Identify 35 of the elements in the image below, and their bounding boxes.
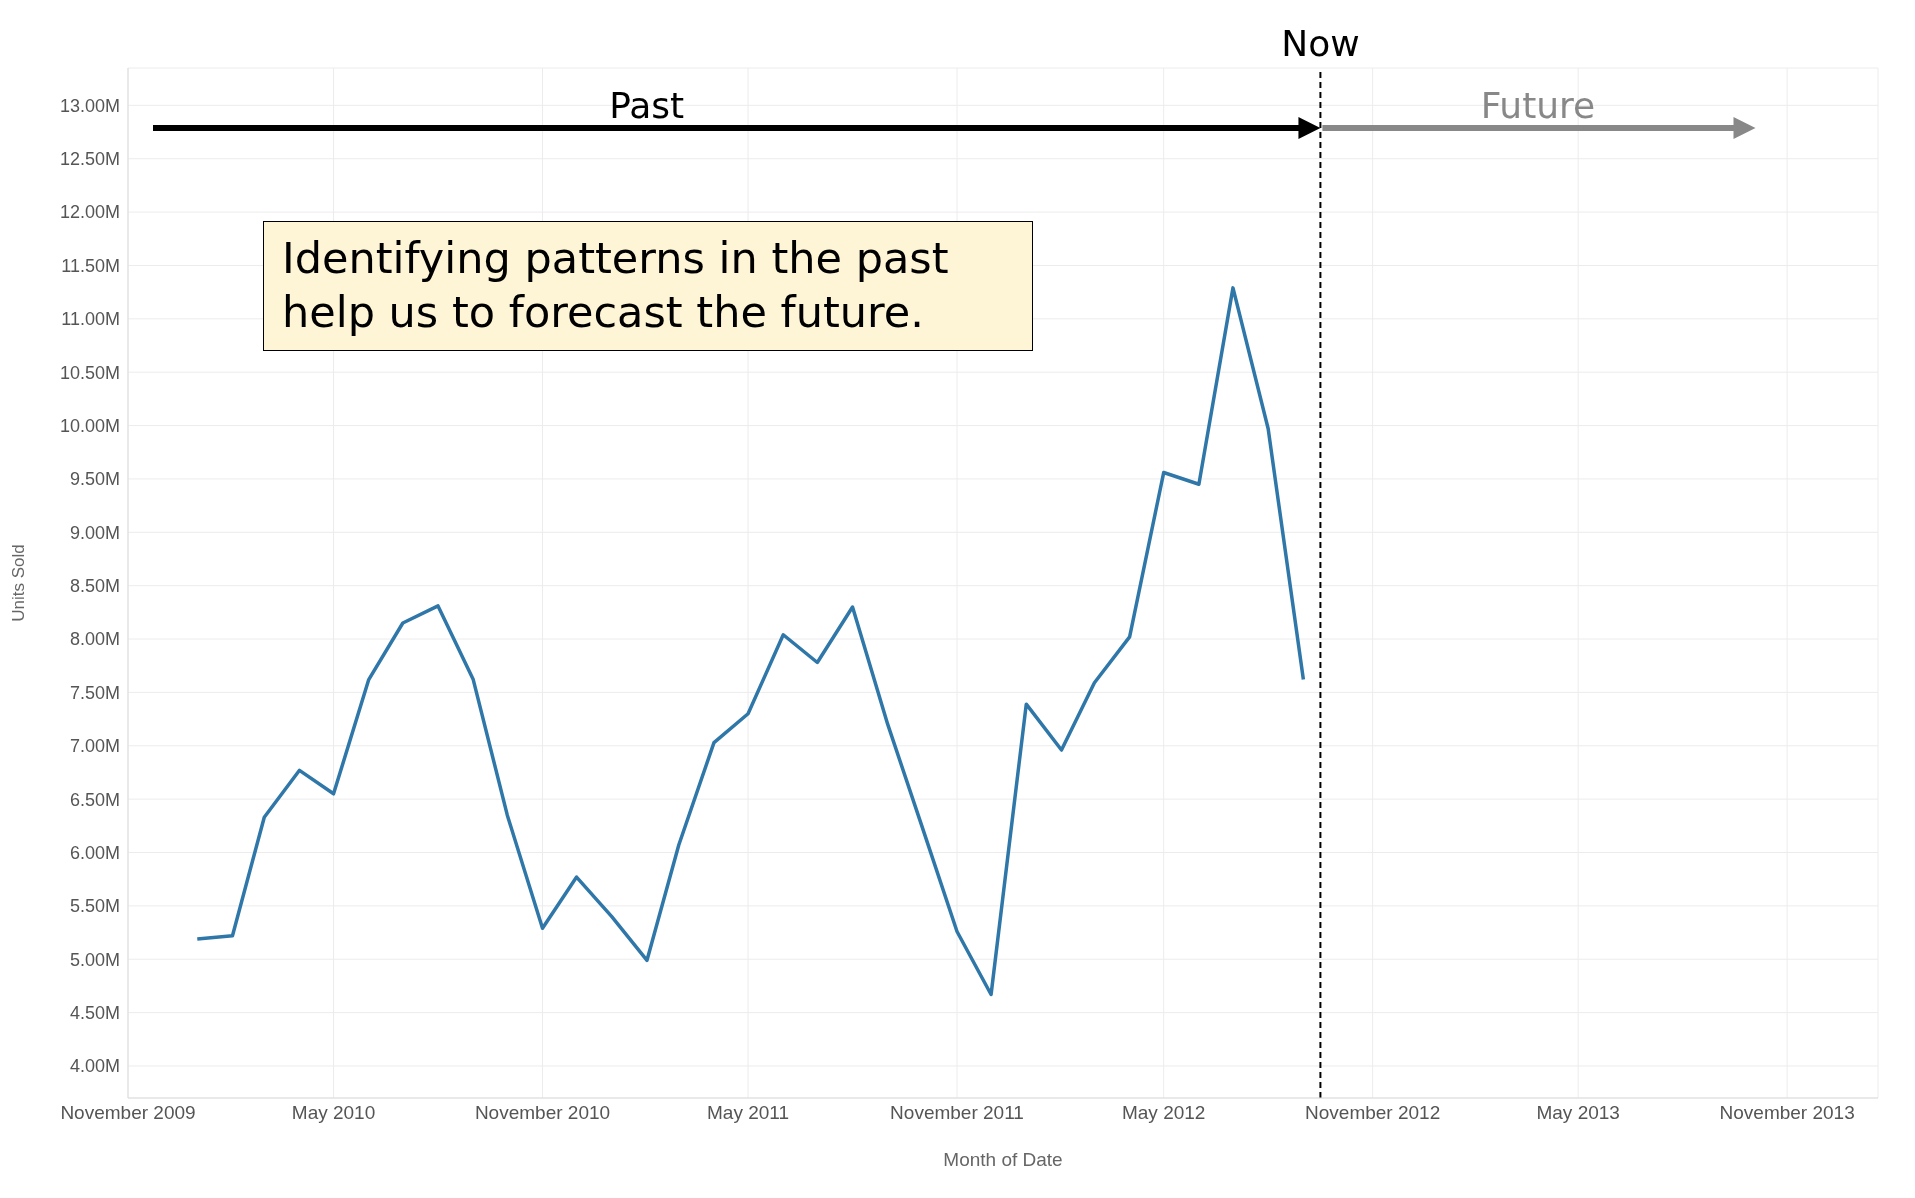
- x-tick-label: November 2010: [474, 1102, 611, 1124]
- y-tick-label: 11.00M: [61, 309, 120, 330]
- y-tick-label: 5.00M: [69, 949, 120, 970]
- y-tick-label: 8.00M: [69, 629, 120, 650]
- annotation: Future: [1480, 85, 1596, 126]
- y-tick-label: 12.50M: [59, 149, 120, 170]
- x-tick-label: May 2013: [1536, 1102, 1620, 1124]
- y-tick-label: 4.00M: [69, 1056, 120, 1077]
- y-tick-label: 10.00M: [59, 415, 120, 436]
- y-tick-label: 4.50M: [69, 1003, 120, 1023]
- x-tick-label: May 2011: [707, 1102, 790, 1124]
- y-tick-label: 9.00M: [69, 522, 120, 543]
- x-tick-label: May 2010: [291, 1102, 376, 1124]
- y-axis-title: Units Sold: [9, 544, 29, 622]
- y-tick-label: 8.50M: [69, 576, 120, 597]
- y-tick-label: 9.50M: [69, 469, 120, 490]
- x-tick-label: November 2009: [60, 1102, 196, 1124]
- y-tick-label: 7.50M: [69, 682, 120, 703]
- y-tick-label: 10.50M: [59, 362, 120, 383]
- y-tick-label: 6.50M: [69, 789, 120, 810]
- x-tick-label: May 2012: [1121, 1102, 1206, 1124]
- x-tick-label: November 2012: [1305, 1102, 1441, 1124]
- line-series: [195, 286, 1306, 997]
- x-axis-title: Month of Date: [943, 1149, 1063, 1170]
- x-tick-label: November 2011: [890, 1102, 1024, 1124]
- y-tick-label: 12.00M: [59, 202, 120, 223]
- annotation: Past: [609, 85, 685, 126]
- y-tick-label: 6.00M: [69, 842, 120, 863]
- y-tick-label: 5.50M: [69, 896, 120, 917]
- y-tick-label: 13.00M: [59, 95, 120, 116]
- annotation: Identifying patterns in the past help us to forecast the future.: [263, 221, 1033, 351]
- y-tick-label: 11.50M: [61, 255, 120, 276]
- y-tick-label: 7.00M: [69, 736, 120, 757]
- x-tick-label: November 2013: [1719, 1102, 1855, 1124]
- ref-line-label: Now: [1281, 23, 1360, 64]
